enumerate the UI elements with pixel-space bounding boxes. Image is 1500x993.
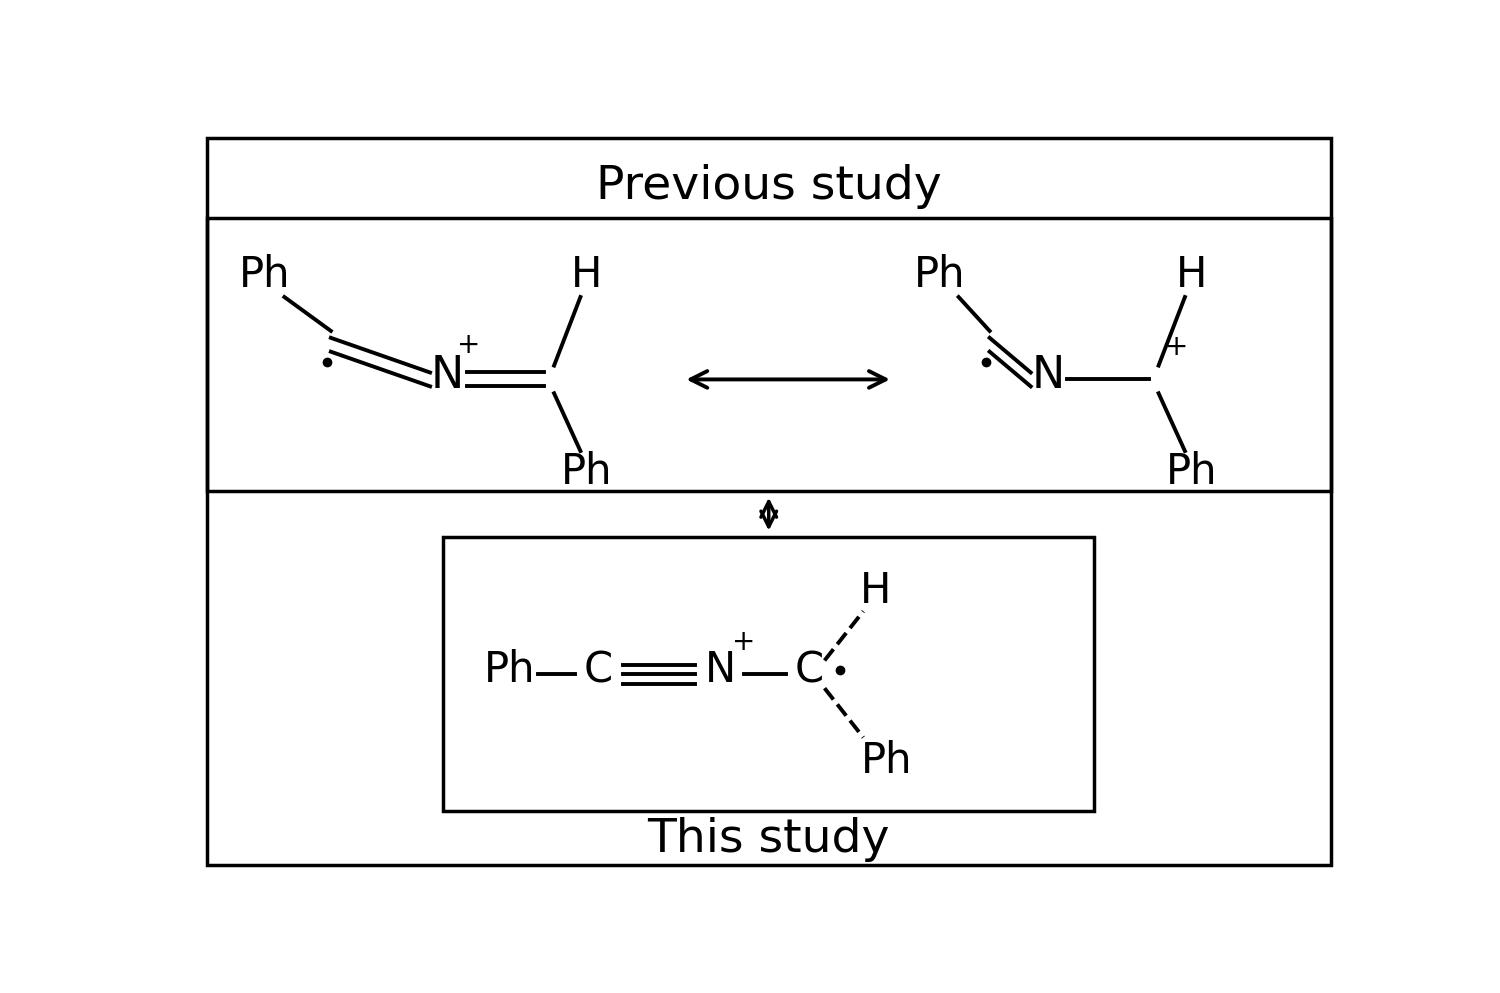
Bar [207,217,1330,492]
Text: N: N [1030,355,1065,397]
Text: Ph: Ph [561,451,612,493]
Text: C: C [795,649,824,691]
Text: Ph: Ph [1166,451,1216,493]
Text: Ph: Ph [240,254,291,297]
Text: Ph: Ph [861,740,912,781]
Text: Previous study: Previous study [596,165,942,210]
Text: +: + [732,628,756,656]
Text: Ph: Ph [914,254,964,297]
Text: C: C [584,649,614,691]
Text: H: H [859,570,891,612]
Text: Ph: Ph [483,649,536,691]
Text: H: H [572,254,603,297]
Text: +: + [458,331,480,358]
Text: N: N [430,355,464,397]
Text: +: + [1166,333,1190,361]
Text: This study: This study [648,816,890,862]
Text: H: H [1176,254,1208,297]
Text: N: N [705,649,736,691]
Bar [444,537,1094,810]
